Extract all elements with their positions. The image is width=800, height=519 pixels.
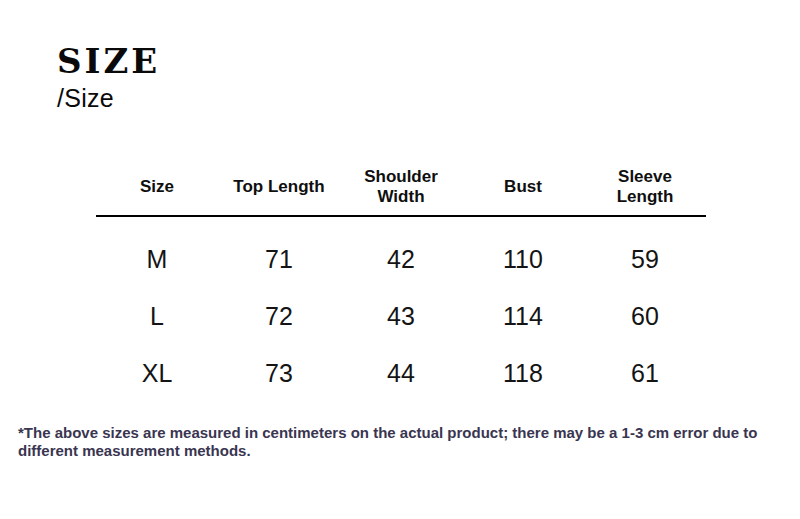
table-cell: 61 — [584, 345, 706, 402]
table-cell: 44 — [340, 345, 462, 402]
column-header-shoulder-width: Shoulder Width — [340, 165, 462, 217]
table-cell: 72 — [218, 288, 340, 345]
table-cell: 110 — [462, 231, 584, 288]
table-cell: 42 — [340, 231, 462, 288]
table-cell: 43 — [340, 288, 462, 345]
title-block: SIZE /Size — [57, 44, 160, 113]
table-cell: 71 — [218, 231, 340, 288]
table-cell: 118 — [462, 345, 584, 402]
table-cell: 114 — [462, 288, 584, 345]
column-header-top-length: Top Length — [218, 165, 340, 217]
size-label: M — [96, 231, 218, 288]
page-subtitle: /Size — [57, 84, 160, 113]
size-label: L — [96, 288, 218, 345]
page-title: SIZE — [57, 44, 160, 78]
table-cell: 59 — [584, 231, 706, 288]
header-gap — [96, 217, 706, 231]
column-header-sleeve-length: Sleeve Length — [584, 165, 706, 217]
table-cell: 73 — [218, 345, 340, 402]
size-table: Size Top Length Shoulder Width Bust Slee… — [96, 165, 706, 402]
column-header-bust: Bust — [462, 165, 584, 217]
column-header-size: Size — [96, 165, 218, 217]
table-cell: 60 — [584, 288, 706, 345]
measurement-disclaimer: *The above sizes are measured in centime… — [18, 424, 763, 460]
size-label: XL — [96, 345, 218, 402]
